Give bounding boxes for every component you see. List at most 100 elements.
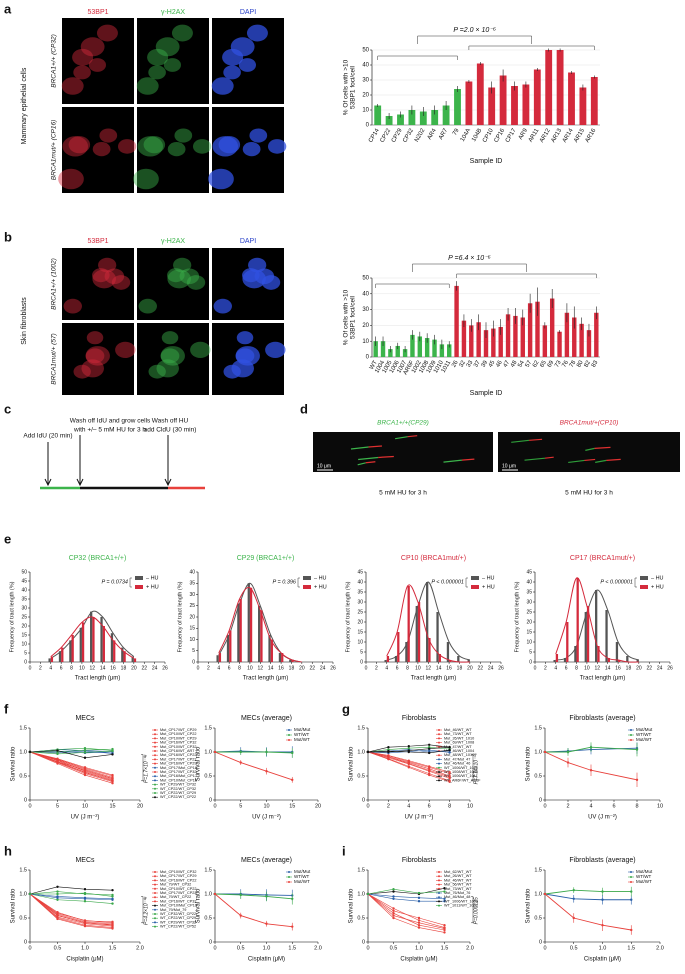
legend-label: Mut_47/WT_WT (444, 745, 472, 749)
bar (417, 336, 423, 357)
fit-curve (386, 584, 470, 663)
nucleus (117, 139, 137, 154)
panel-label: f (4, 701, 9, 716)
legend-marker (438, 883, 440, 886)
nucleus (63, 298, 82, 314)
legend-label: Mut_48/WT_1010 (444, 753, 474, 757)
nucleus (88, 58, 107, 72)
point (417, 916, 421, 920)
x-tick-label: 12 (426, 665, 432, 671)
x-tick-label: 5 (56, 803, 59, 809)
bar (131, 656, 134, 662)
bar (81, 622, 85, 662)
legend-swatch (640, 576, 648, 580)
bar (410, 334, 415, 357)
x-tick-label: 12 (258, 665, 264, 671)
legend-label: – HU (146, 575, 159, 581)
y-tick-label: 30 (362, 307, 369, 313)
bar (90, 611, 93, 662)
x-tick-label: 8 (575, 665, 578, 671)
series-line (214, 893, 293, 928)
bar (520, 317, 525, 357)
nucleus (143, 136, 166, 154)
point (111, 749, 114, 753)
legend-label: Mut/Mut (294, 727, 311, 732)
fibre-title: BRCA1+/+(CP29) (377, 420, 429, 427)
nucleus (211, 77, 234, 95)
series-line (215, 893, 293, 896)
x-axis-label: Tract length (μm) (75, 676, 121, 682)
x-tick-label: 69 (547, 359, 556, 368)
bar (545, 50, 553, 125)
bar (557, 331, 562, 357)
y-tick-label: 1.5 (204, 867, 212, 873)
y-tick-label: 1.0 (534, 891, 542, 897)
series-line (214, 750, 293, 753)
fibre-segment (584, 458, 596, 462)
y-axis-label: Survival ratio (11, 746, 17, 781)
legend-marker (288, 881, 290, 883)
x-tick-label: 2.0 (656, 945, 664, 951)
x-tick-label: 26 (498, 665, 504, 671)
point (428, 765, 431, 768)
legend-marker (154, 896, 156, 899)
series-line (29, 751, 113, 776)
x-tick-label: 0 (213, 945, 216, 951)
bracket (141, 754, 144, 782)
series-line (544, 893, 632, 931)
y-tick-label: 0.5 (357, 915, 365, 921)
x-tick-label: 16 (278, 665, 284, 671)
legend-marker (154, 771, 156, 773)
legend-label: WT_1008/WT_1008 (444, 770, 478, 774)
bar (436, 612, 439, 662)
bar (566, 622, 569, 662)
nucleus (161, 331, 179, 345)
legend-marker (154, 729, 156, 731)
bracket (412, 263, 527, 272)
bracket (471, 896, 474, 924)
legend-label: WT/WT (636, 732, 651, 737)
bar (568, 72, 575, 125)
legend-marker (630, 729, 632, 731)
legend-marker (630, 876, 632, 878)
point (392, 897, 395, 900)
bar (584, 612, 587, 662)
x-tick-label: 8 (238, 665, 241, 671)
bar (229, 630, 232, 662)
x-tick-label: 22 (477, 665, 483, 671)
bar (476, 63, 484, 125)
y-axis-label: Frequency of tract length (%) (177, 581, 183, 652)
legend-marker (288, 734, 290, 736)
legend-marker (438, 871, 440, 873)
legend-label: Mut_CP17/WT_CP29 (160, 728, 197, 732)
series-line (367, 888, 445, 895)
x-tick-label: 10 (415, 665, 421, 671)
point (111, 747, 114, 751)
legend-label: – HU (314, 575, 327, 581)
nucleus (174, 128, 193, 143)
legend-label: WT/WT (294, 732, 309, 737)
legend-marker (438, 771, 440, 773)
nucleus (236, 331, 254, 345)
point (428, 773, 431, 777)
fit-curve (555, 589, 640, 661)
channel-header: DAPI (240, 9, 256, 16)
legend-marker (154, 737, 156, 740)
series-line (545, 746, 638, 753)
series-line (544, 893, 632, 901)
point (407, 745, 410, 748)
annotation: P < 0.000001 (431, 579, 464, 585)
legend-marker (154, 741, 156, 744)
point (111, 782, 114, 785)
nucleus (138, 298, 157, 314)
series-line (29, 750, 113, 755)
y-tick-label: 30 (362, 78, 369, 84)
legend-marker (438, 733, 440, 736)
nucleus (115, 341, 136, 359)
micrograph (137, 18, 209, 104)
bar (407, 586, 410, 662)
bar (50, 656, 54, 662)
nucleus (148, 65, 166, 80)
point (83, 756, 87, 759)
